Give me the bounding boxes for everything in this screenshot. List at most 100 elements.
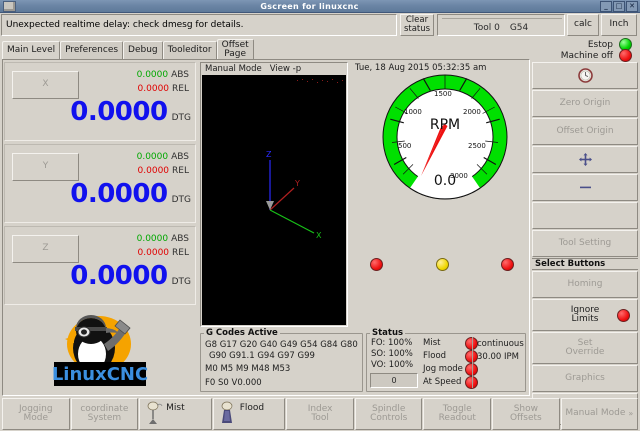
offset-origin-button[interactable]: Offset Origin — [532, 118, 638, 145]
tab-tooleditor[interactable]: Tooleditor — [162, 41, 217, 60]
zero-origin-button[interactable]: Zero Origin — [532, 90, 638, 117]
move-origin-button[interactable] — [532, 146, 638, 173]
minimize-icon[interactable]: _ — [600, 0, 612, 12]
index-tool-label-2: Tool — [311, 413, 329, 423]
jogging-mode-button[interactable]: Jogging Mode — [2, 398, 70, 430]
axis-z-rel: 0.0000 REL — [138, 248, 189, 258]
jog-mode-led — [465, 363, 478, 376]
mist-label: Mist — [423, 338, 441, 349]
manual-mode-button[interactable]: Manual Mode » — [560, 398, 639, 430]
units-button[interactable]: Inch — [601, 14, 637, 36]
status-row-flood: Flood — [423, 350, 478, 363]
flood-button[interactable]: Flood — [212, 398, 286, 430]
feed-override: FO: 100% — [371, 338, 413, 348]
override-value-box[interactable]: 0 — [370, 373, 418, 388]
led-right — [501, 258, 514, 271]
set-override-button[interactable]: Set Override — [532, 332, 638, 364]
gcodes-line-1: G8 G17 G20 G40 G49 G54 G84 G80 — [205, 340, 358, 350]
spindle-clock-button[interactable] — [532, 62, 638, 89]
tab-main-level[interactable]: Main Level — [2, 41, 61, 60]
axis-y-dtg-value: 0.0000 — [70, 179, 168, 209]
velocity-override: VO: 100% — [371, 359, 414, 370]
tool-setting-button[interactable]: Tool Setting — [532, 230, 638, 257]
spindle-controls-label-1: Spindle — [371, 403, 406, 414]
gauge-tick-1000: 1000 — [404, 108, 422, 116]
index-tool-button[interactable]: Index Tool — [286, 398, 354, 430]
gauge-value: 0.0 — [434, 173, 456, 189]
coordinate-system-button[interactable]: coordinate System — [70, 398, 139, 430]
gauge-title: RPM — [430, 117, 460, 133]
gcodes-line-4: F0 S0 V0.000 — [205, 377, 262, 388]
index-tool-label-1: Index — [307, 403, 333, 414]
ignore-limits-label-1: Ignore — [570, 304, 600, 315]
tab-offset-page[interactable]: Offset Page — [216, 39, 254, 60]
toggle-readout-button[interactable]: Toggle Readout — [423, 398, 492, 430]
gcodes-line-3: M0 M5 M9 M48 M53 — [205, 364, 291, 375]
close-icon[interactable]: ✕ — [626, 0, 638, 12]
dro-axis-y: Y 0.0000 ABS 0.0000 REL 0.0000 DTG — [4, 144, 196, 223]
axis-y-rel-value: 0.0000 — [137, 166, 170, 176]
clear-status-button[interactable]: Clear status — [400, 14, 434, 36]
mist-label: Mist — [166, 403, 185, 413]
tab-preferences[interactable]: Preferences — [60, 41, 124, 60]
axis-z-dtg-value: 0.0000 — [70, 261, 168, 291]
jog-rate-value: 30.00 IPM — [477, 352, 520, 363]
set-override-label-2: Override — [565, 347, 605, 357]
select-buttons-header: Select Buttons — [532, 258, 638, 270]
mist-button[interactable]: Mist — [139, 398, 212, 430]
gauge-tick-3000: 3000 — [450, 172, 468, 180]
logo-text: LinuxCNC — [52, 364, 148, 385]
maximize-icon[interactable]: □ — [613, 0, 625, 12]
clear-status-label-1: Clear — [405, 15, 429, 26]
machine-off-label: Machine off — [560, 50, 613, 61]
set-override-label-1: Set — [577, 337, 593, 348]
tool-offset-button[interactable] — [532, 174, 638, 201]
status-message: Unexpected realtime delay: check dmesg f… — [1, 14, 397, 36]
jogging-mode-label-1: Jogging — [19, 403, 53, 414]
toggle-readout-label-1: Toggle — [442, 403, 472, 414]
graphics-canvas[interactable]: Z Y X — [202, 75, 346, 325]
status-row-jog-mode: Jog mode — [423, 363, 478, 376]
status-frame: Status FO: 100% SO: 100% VO: 100% 0 Mist… — [366, 328, 526, 392]
at-speed-label: At Speed — [423, 377, 462, 388]
rpm-gauge: 500 1000 1500 2000 2500 3000 RPM 0.0 — [380, 72, 510, 202]
ignore-limits-led — [617, 309, 630, 322]
manual-mode-label: Manual Mode — [565, 408, 626, 419]
indicator-led-row — [362, 258, 522, 271]
axis-y-button[interactable]: Y — [12, 153, 79, 181]
status-legend: Status — [370, 328, 406, 338]
show-offsets-button[interactable]: Show Offsets — [492, 398, 560, 430]
gcodes-legend: G Codes Active — [204, 328, 280, 338]
axis-x-abs: 0.0000 ABS — [137, 70, 189, 80]
tool-number: Tool 0 — [473, 23, 500, 33]
axis-x-rel: 0.0000 REL — [138, 84, 189, 94]
calc-button[interactable]: calc — [567, 14, 599, 36]
gauge-tick-2500: 2500 — [468, 142, 486, 150]
machine-off-led[interactable] — [619, 49, 632, 62]
axis-y-dtg: 0.0000 DTG — [70, 181, 191, 207]
flood-led — [465, 350, 478, 363]
graphics-viewport[interactable]: Manual Mode View -p Z — [200, 62, 348, 327]
axis-y-rel: 0.0000 REL — [138, 166, 189, 176]
axis-x-dtg: 0.0000 DTG — [70, 99, 191, 125]
tab-debug[interactable]: Debug — [123, 41, 163, 60]
dro-axis-z: Z 0.0000 ABS 0.0000 REL 0.0000 DTG — [4, 226, 196, 305]
rel-label: REL — [172, 248, 189, 258]
axis-x-button[interactable]: X — [12, 71, 79, 99]
led-left — [370, 258, 383, 271]
spindle-controls-label-2: Controls — [370, 413, 408, 423]
ignore-limits-button[interactable]: Ignore Limits — [532, 299, 638, 331]
tool-offset-icon — [579, 186, 591, 189]
mist-led — [465, 337, 478, 350]
axis-x-dtg-value: 0.0000 — [70, 97, 168, 127]
homing-button[interactable]: Homing — [532, 271, 638, 298]
gcodes-line-2: G90 G91.1 G94 G97 G99 — [209, 350, 315, 361]
tab-offset-page-label-2: Page — [224, 49, 247, 59]
window-title: Gscreen for linuxcnc — [260, 1, 359, 11]
blank-button[interactable] — [532, 202, 638, 229]
flood-icon — [221, 401, 233, 423]
spindle-controls-button[interactable]: Spindle Controls — [354, 398, 423, 430]
graphics-button[interactable]: Graphics — [532, 365, 638, 392]
axis-z-button[interactable]: Z — [12, 235, 79, 263]
